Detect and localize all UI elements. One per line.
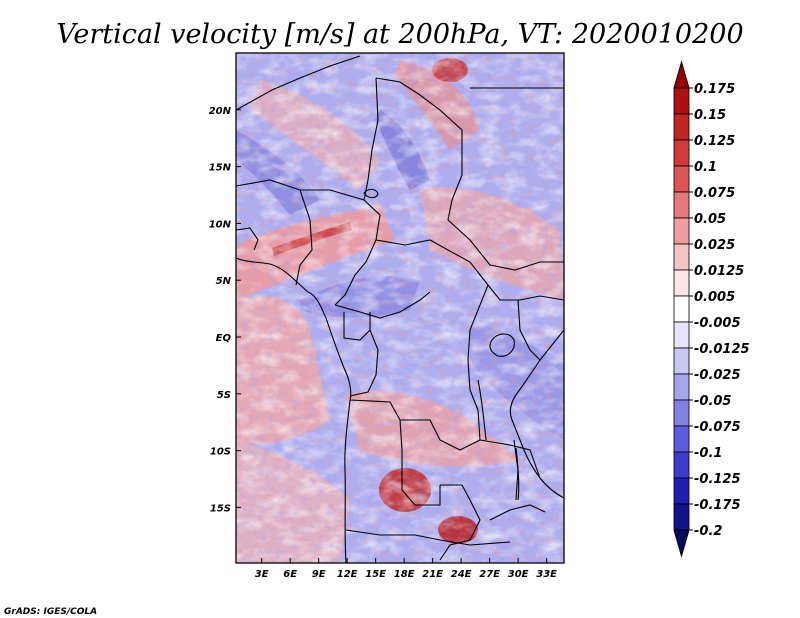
colorbar-box (673, 191, 690, 219)
border-nigeria-cameroon (334, 199, 381, 306)
colorbar-label: -0.05 (694, 394, 731, 409)
x-tick-label: 9E (312, 569, 326, 580)
vertical-velocity-field (236, 53, 564, 563)
colorbar-box (673, 503, 690, 531)
colorbar-box (673, 451, 690, 479)
y-axis: 20N 15N 10N 5N EQ 5S 10S 15S (209, 106, 241, 514)
colorbar-box (673, 425, 690, 453)
y-tick-label: 15N (209, 163, 232, 174)
border-nigeria (295, 189, 313, 286)
colorbar: 0.175 0.15 0.125 0.1 0.075 0.05 0.025 0.0125 0.0… (673, 60, 750, 558)
colorbar-label: 0.05 (694, 212, 726, 227)
y-tick-label: EQ (216, 333, 232, 344)
x-tick-label: 24E (451, 569, 472, 580)
country-borders (236, 55, 564, 563)
border-tanzania (479, 439, 541, 479)
y-tick-label: 20N (209, 106, 232, 117)
y-tick-label: 5N (216, 276, 232, 287)
y-tick-label: 15S (210, 503, 231, 514)
lake-victoria (489, 333, 515, 357)
y-tick-label: 10N (209, 219, 232, 230)
x-tick-label: 6E (283, 569, 297, 580)
colorbar-label: 0.15 (694, 108, 726, 123)
border-drc-east (467, 284, 489, 441)
colorbar-label: 0.025 (694, 238, 735, 253)
border-ssudan (487, 284, 564, 301)
border-north-2 (375, 77, 463, 131)
x-tick-label: 27E (479, 569, 500, 580)
border-car (375, 239, 489, 286)
map-frame (235, 52, 565, 564)
border-north-1 (236, 55, 361, 111)
colorbar-bottom-triangle (673, 529, 690, 558)
border-drc-south (349, 399, 481, 451)
colorbar-box (673, 139, 690, 167)
field-speckle-blue (236, 53, 564, 563)
colorbar-box (673, 399, 690, 427)
colorbar-label: -0.1 (694, 446, 722, 461)
colorbar-box (673, 217, 690, 245)
border-kenya (517, 299, 541, 361)
y-tick-label: 5S (217, 390, 231, 401)
border-angola (399, 419, 441, 506)
lake-malawi (515, 447, 520, 501)
colorbar-label: 0.075 (694, 186, 735, 201)
x-tick-label: 30E (508, 569, 529, 580)
colorbar-label: -0.075 (694, 420, 741, 435)
colorbar-label: 0.0125 (694, 264, 744, 279)
colorbar-box (673, 373, 690, 401)
x-tick-label: 18E (394, 569, 415, 580)
colorbar-box (673, 295, 690, 323)
x-tick-label: 3E (255, 569, 269, 580)
border-gabon (343, 312, 371, 341)
colorbar-box (673, 477, 690, 505)
colorbar-label: -0.175 (694, 498, 741, 513)
border-cameroon-south (334, 291, 431, 319)
border-namibia (345, 529, 511, 546)
border-chad-west (363, 77, 379, 201)
grads-credit: GrADS: IGES/COLA (4, 607, 97, 617)
colorbar-label: -0.005 (694, 316, 741, 331)
colorbar-box (673, 87, 690, 115)
colorbar-label: 0.1 (694, 160, 717, 175)
colorbar-box (673, 113, 690, 141)
colorbar-label: -0.0125 (694, 342, 750, 357)
x-tick-label: 33E (536, 569, 557, 580)
lake-tanganyika (477, 379, 487, 441)
colorbar-label: -0.025 (694, 368, 741, 383)
x-tick-label: 12E (337, 569, 358, 580)
colorbar-box (673, 321, 690, 349)
x-axis: 3E 6E 9E 12E 15E 18E 21E 24E 27E 30E 33E (255, 558, 557, 580)
colorbar-label: -0.2 (694, 524, 722, 539)
colorbar-label: 0.175 (694, 82, 735, 97)
colorbar-box (673, 269, 690, 297)
border-congo-drc (349, 329, 379, 397)
x-tick-label: 21E (422, 569, 443, 580)
lake-chad (363, 188, 379, 199)
colorbar-label: 0.005 (694, 290, 735, 305)
colorbar-top-triangle (673, 60, 690, 89)
y-tick-label: 10S (210, 447, 231, 458)
border-zambia (439, 484, 481, 561)
border-chad-east (447, 130, 463, 221)
border-sudan (447, 219, 564, 271)
colorbar-label: 0.125 (694, 134, 735, 149)
border-west-edge (236, 227, 259, 251)
map-title: Vertical velocity [m/s] at 200hPa, VT: 2… (56, 19, 743, 50)
coastline-west-africa (236, 257, 352, 563)
colorbar-box (673, 347, 690, 375)
x-tick-label: 15E (365, 569, 386, 580)
colorbar-box (673, 165, 690, 193)
border-mozambique (489, 504, 546, 521)
colorbar-box (673, 243, 690, 271)
colorbar-label: -0.125 (694, 472, 741, 487)
